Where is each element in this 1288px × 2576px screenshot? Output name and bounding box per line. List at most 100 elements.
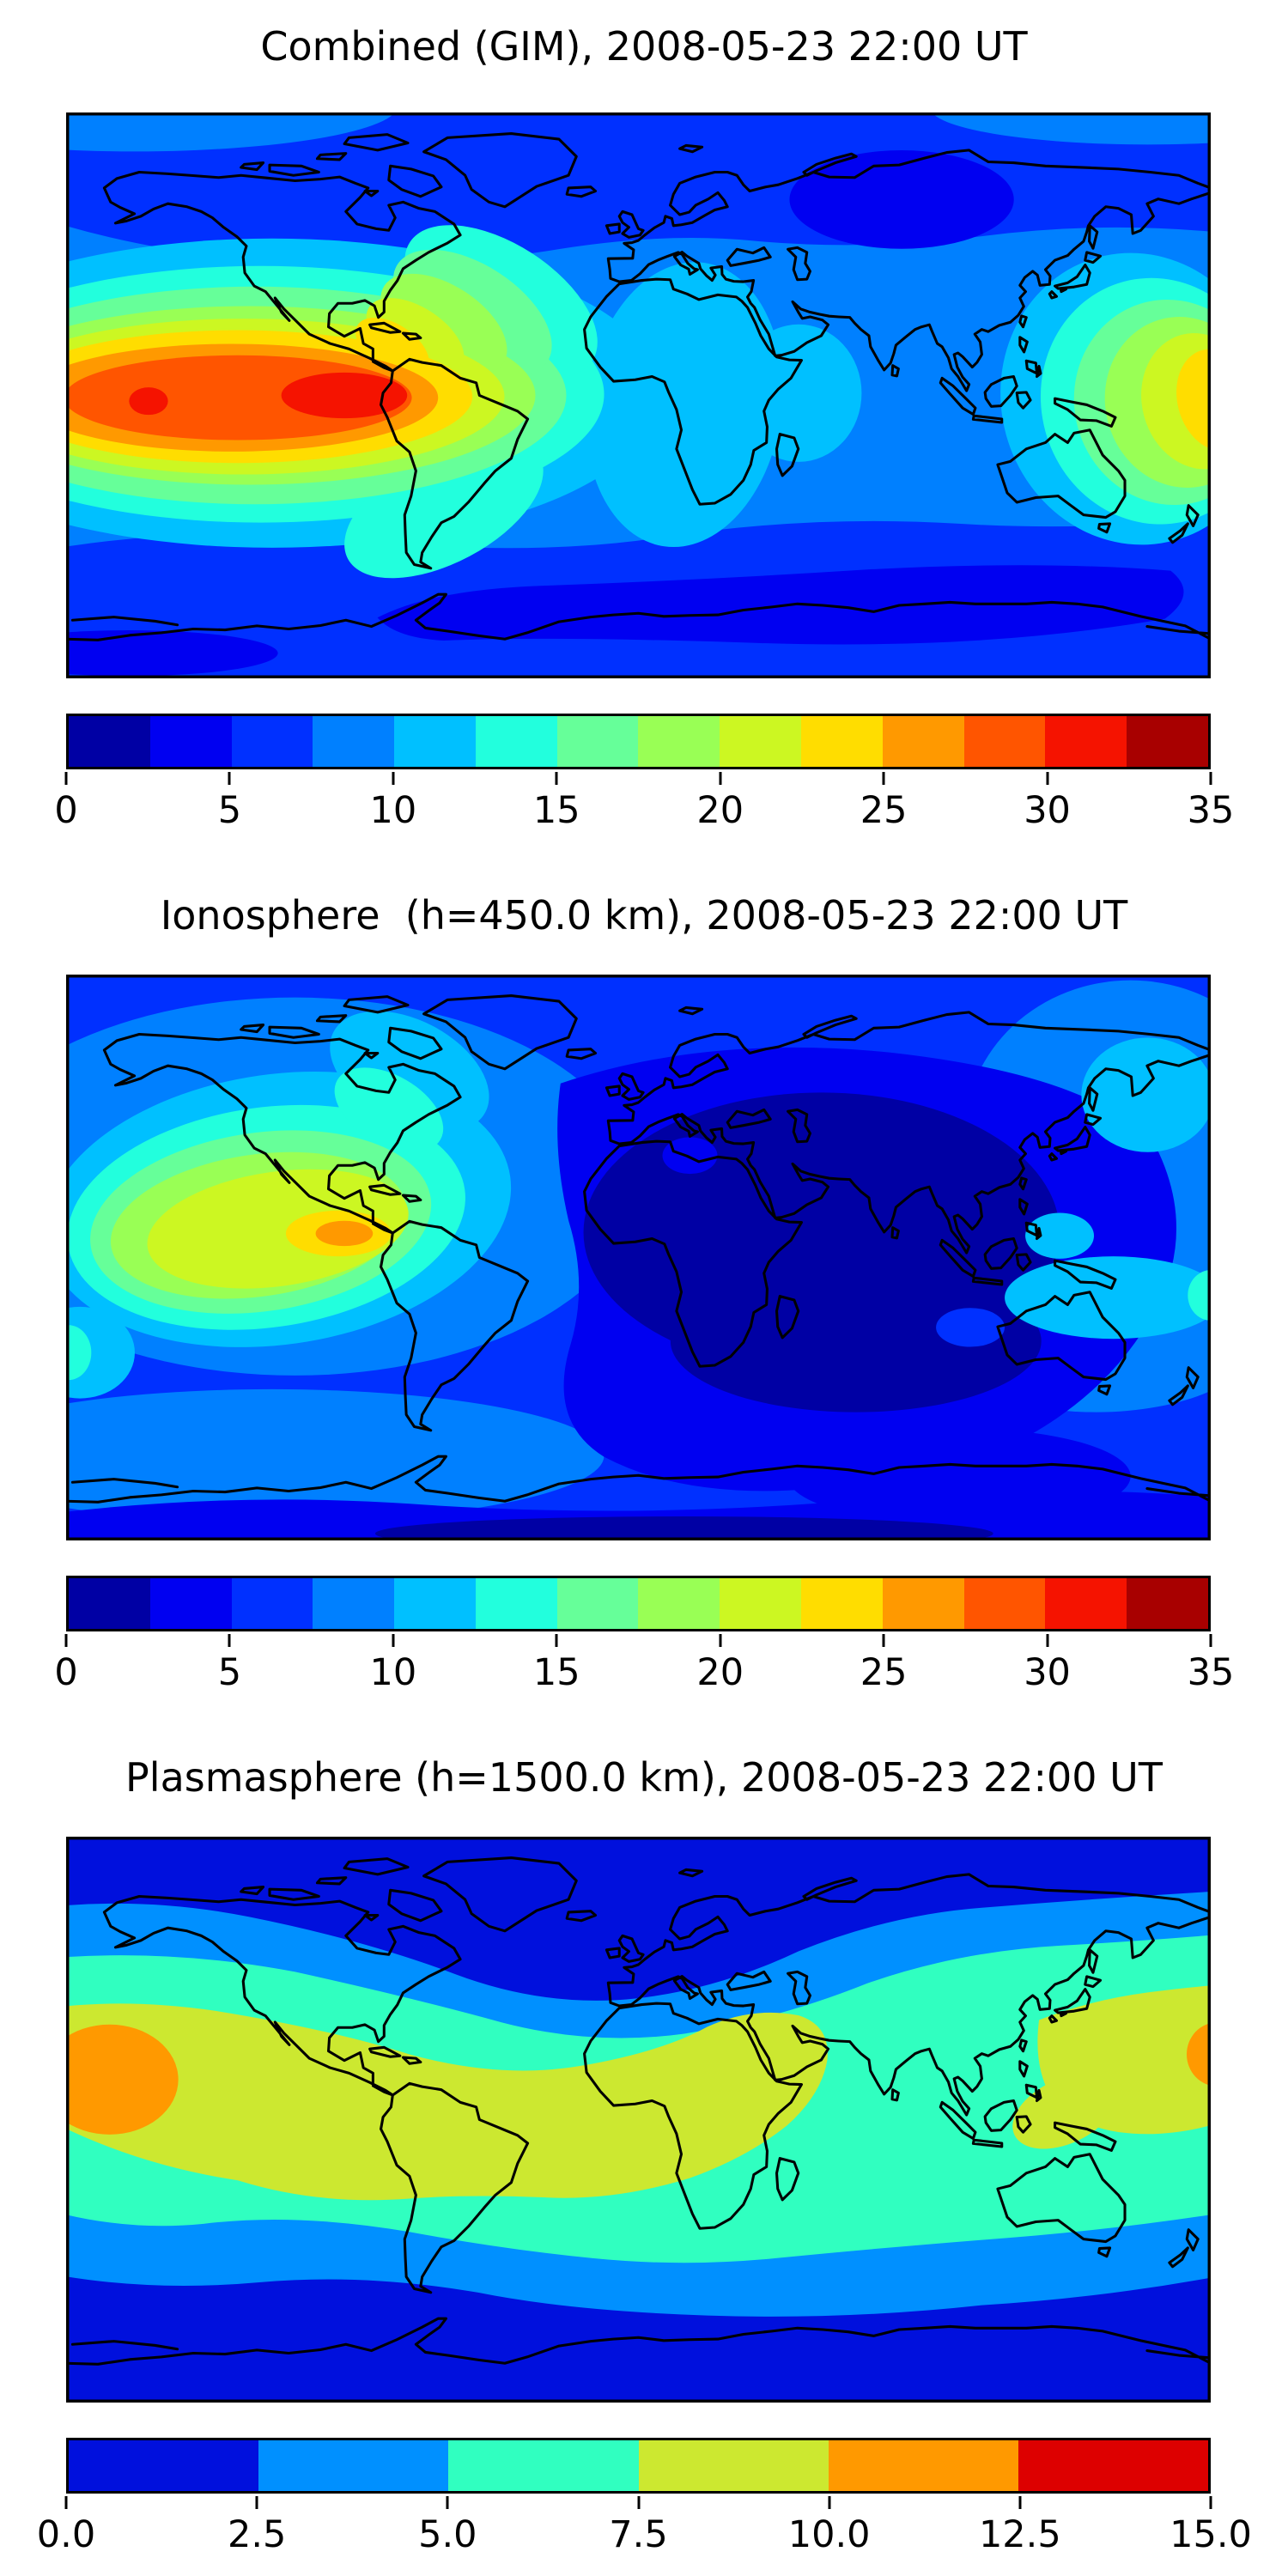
colorbar-tick-mark bbox=[446, 2496, 449, 2509]
map-ionosphere bbox=[66, 975, 1211, 1540]
colorbar-tick-label: 15 bbox=[532, 789, 580, 832]
colorbar-tick-mark bbox=[828, 2496, 831, 2509]
colorbar-segment bbox=[1127, 1578, 1208, 1629]
colorbar-tick-label: 20 bbox=[696, 1651, 744, 1694]
colorbar-segment bbox=[720, 1578, 802, 1629]
colorbar-segment bbox=[394, 1578, 476, 1629]
colorbar-segment bbox=[1018, 2440, 1209, 2491]
map-frame bbox=[66, 1837, 1211, 2403]
colorbar-segment bbox=[69, 2440, 259, 2491]
colorbar-ionosphere bbox=[66, 1576, 1211, 1631]
map-combined bbox=[66, 112, 1211, 678]
colorbar-tick-mark bbox=[719, 772, 722, 785]
colorbar-segment bbox=[313, 1578, 395, 1629]
colorbar-tick-label: 20 bbox=[696, 789, 744, 832]
colorbar-tick-label: 15.0 bbox=[1170, 2513, 1252, 2556]
colorbar-segment bbox=[963, 716, 1046, 767]
colorbar-segment bbox=[69, 1578, 150, 1629]
colorbar-plasmasphere-ticks: 0.0 2.5 5.0 7.5 10.0 12.5 15.0 bbox=[37, 2496, 1252, 2576]
coastlines-layer bbox=[66, 1856, 1211, 2366]
colorbar-tick-mark bbox=[392, 1634, 395, 1647]
map-ionosphere-svg bbox=[66, 975, 1211, 1540]
colorbar-tick-mark bbox=[64, 1634, 68, 1647]
colorbar-tick-label: 2.5 bbox=[227, 2513, 287, 2556]
map-plasmasphere bbox=[66, 1837, 1211, 2403]
colorbar-tick-mark bbox=[1046, 772, 1049, 785]
panel-ionosphere-title: Ionosphere (h=450.0 km), 2008-05-23 22:0… bbox=[160, 892, 1128, 939]
colorbar-tick-mark bbox=[1046, 1634, 1049, 1647]
colorbar-segment bbox=[1127, 716, 1208, 767]
colorbar-segment bbox=[556, 716, 639, 767]
colorbar-tick-mark bbox=[637, 2496, 640, 2509]
colorbar-segment bbox=[475, 716, 557, 767]
colorbar-segment bbox=[149, 1578, 232, 1629]
colorbar-tick-label: 7.5 bbox=[609, 2513, 668, 2556]
colorbar-tick-label: 10 bbox=[369, 789, 417, 832]
colorbar-tick-mark bbox=[392, 772, 395, 785]
colorbar-tick-mark bbox=[228, 1634, 231, 1647]
colorbar-tick-mark bbox=[64, 772, 68, 785]
colorbar-tick-mark bbox=[64, 2496, 68, 2509]
panel-plasmasphere-title: Plasmasphere (h=1500.0 km), 2008-05-23 2… bbox=[125, 1754, 1163, 1801]
colorbar-tick-label: 12.5 bbox=[978, 2513, 1061, 2556]
colorbar-plasmasphere bbox=[66, 2438, 1211, 2494]
colorbar-tick-label: 25 bbox=[860, 789, 908, 832]
contour-field bbox=[66, 1837, 1211, 2403]
colorbar-segment bbox=[963, 1578, 1046, 1629]
colorbar-tick-label: 30 bbox=[1024, 789, 1071, 832]
colorbar-tick-label: 35 bbox=[1187, 1651, 1235, 1694]
colorbar-tick-label: 5 bbox=[217, 789, 242, 832]
colorbar-tick-mark bbox=[1209, 772, 1212, 785]
colorbar-tick-mark bbox=[1209, 1634, 1212, 1647]
colorbar-tick-label: 25 bbox=[860, 1651, 908, 1694]
contour-field bbox=[66, 112, 1211, 678]
colorbar-segment bbox=[828, 2440, 1018, 2491]
colorbar-segment bbox=[556, 1578, 639, 1629]
colorbar-tick-mark bbox=[255, 2496, 258, 2509]
contour-field bbox=[66, 975, 1211, 1540]
colorbar-segment bbox=[638, 2440, 829, 2491]
colorbar-combined-ticks: 0 5 10 15 20 25 30 35 bbox=[54, 772, 1234, 875]
colorbar-segment bbox=[313, 716, 395, 767]
colorbar-tick-mark bbox=[555, 1634, 558, 1647]
colorbar-tick-label: 5.0 bbox=[418, 2513, 477, 2556]
colorbar-segment bbox=[882, 716, 964, 767]
colorbar-tick-label: 30 bbox=[1024, 1651, 1071, 1694]
map-plasmasphere-svg bbox=[66, 1837, 1211, 2403]
colorbar-segment bbox=[448, 2440, 639, 2491]
colorbar-tick-mark bbox=[719, 1634, 722, 1647]
colorbar-tick-label: 0 bbox=[54, 1651, 78, 1694]
colorbar-tick-mark bbox=[1209, 2496, 1212, 2509]
colorbar-tick-mark bbox=[882, 1634, 885, 1647]
map-frame bbox=[66, 975, 1211, 1540]
colorbar-tick-label: 15 bbox=[532, 1651, 580, 1694]
colorbar-tick-label: 0.0 bbox=[36, 2513, 96, 2556]
colorbar-tick-label: 10 bbox=[369, 1651, 417, 1694]
colorbar-tick-mark bbox=[882, 772, 885, 785]
colorbar-combined bbox=[66, 714, 1211, 769]
colorbar-segment bbox=[258, 2440, 449, 2491]
colorbar-segment bbox=[1045, 1578, 1127, 1629]
coastlines-layer bbox=[66, 994, 1211, 1504]
colorbar-segment bbox=[1045, 716, 1127, 767]
colorbar-segment bbox=[394, 716, 476, 767]
map-frame bbox=[66, 112, 1211, 678]
colorbar-segment bbox=[475, 1578, 557, 1629]
colorbar-segment bbox=[69, 716, 150, 767]
colorbar-tick-mark bbox=[555, 772, 558, 785]
colorbar-segment bbox=[720, 716, 802, 767]
colorbar-segment bbox=[801, 1578, 883, 1629]
colorbar-segment bbox=[638, 1578, 720, 1629]
colorbar-tick-label: 5 bbox=[217, 1651, 242, 1694]
colorbar-tick-label: 35 bbox=[1187, 789, 1235, 832]
colorbar-segment bbox=[638, 716, 720, 767]
map-combined-svg bbox=[66, 112, 1211, 678]
colorbar-segment bbox=[231, 1578, 313, 1629]
colorbar-tick-label: 10.0 bbox=[787, 2513, 871, 2556]
colorbar-segment bbox=[149, 716, 232, 767]
colorbar-segment bbox=[882, 1578, 964, 1629]
panel-combined-title: Combined (GIM), 2008-05-23 22:00 UT bbox=[260, 23, 1028, 70]
colorbar-ionosphere-ticks: 0 5 10 15 20 25 30 35 bbox=[54, 1634, 1234, 1737]
colorbar-segment bbox=[801, 716, 883, 767]
